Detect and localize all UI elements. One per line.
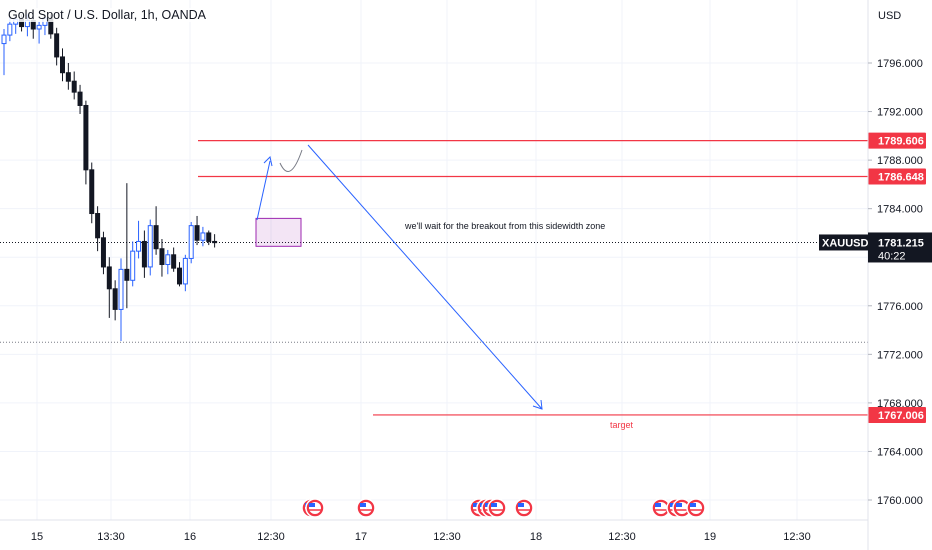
zone-box [256,218,301,246]
chart-title: Gold Spot / U.S. Dollar, 1h, OANDA [6,8,208,22]
event-flag-icon [306,499,324,517]
axis-tick-label: 1772.000 [877,349,923,361]
event-flag-icon [488,499,506,517]
xaxis-tick-label: 18 [530,531,542,543]
xaxis-tick-label: 12:30 [257,531,285,543]
axis-tick-label: 1764.000 [877,446,923,458]
level-lines: 1789.606 1786.648 1767.006 [198,133,926,423]
xaxis-tick-label: 13:30 [97,531,125,543]
candle-body [101,238,105,267]
xaxis-tick-label: 12:30 [608,531,636,543]
candle-body [55,34,59,57]
candle-body [137,241,141,251]
candle-body [72,81,76,92]
axis-currency: USD [878,10,901,22]
event-flag-canton [676,503,682,507]
candle-body [142,241,146,266]
candle-body [8,24,12,35]
trend-drawings[interactable] [257,145,542,409]
symbol-label: XAUUSD [822,237,869,249]
down-arrow-line [308,145,542,409]
price-axis[interactable]: USD1796.0001792.0001788.0001784.0001780.… [819,0,932,550]
candle-body [125,269,129,280]
candle-body [66,73,70,81]
axis-tick-label: 1796.000 [877,58,923,70]
candle-body [201,233,205,240]
candle-body [119,269,123,309]
candle-body [107,267,111,289]
event-flag-icon [687,499,705,517]
xaxis-tick-label: 12:30 [433,531,461,543]
candle-body [2,35,6,43]
xaxis-tick-label: 15 [31,531,43,543]
axis-tick-label: 1760.000 [877,495,923,507]
xaxis-tick-label: 17 [355,531,367,543]
countdown-label: 40:22 [878,250,906,262]
candle-body [166,255,170,265]
axis-tick-label: 1776.000 [877,301,923,313]
candle-body [78,92,82,105]
candle-body [113,289,117,310]
candle-body [84,105,88,169]
xaxis-tick-label: 12:30 [783,531,811,543]
candle-body [37,25,41,29]
candle-body [154,226,158,249]
event-flag-canton [309,503,315,507]
level-label: 1767.006 [878,410,924,422]
candle-body [213,241,217,242]
candle-body [160,249,164,265]
axis-tick-label: 1792.000 [877,107,923,119]
candle-body [172,255,176,268]
candle-body [96,214,100,238]
candle-body [189,226,193,259]
level-label: 1786.648 [878,172,924,184]
candle-body [148,226,152,267]
axis-tick-label: 1788.000 [877,155,923,167]
candle-body [178,268,182,284]
economic-events[interactable] [302,499,705,517]
candle-body [131,251,135,280]
event-flag-canton [690,503,696,507]
event-flag-icon [515,499,533,517]
pullback-curve [280,150,302,171]
time-axis[interactable]: 15 13:30 16 12:30 17 12:30 18 12:30 19 12:30 [0,520,868,543]
event-flag-icon [357,499,375,517]
candle-body [61,57,65,73]
annotation-target[interactable]: target [610,420,634,430]
event-flag-canton [491,503,497,507]
event-flag-canton [360,503,366,507]
xaxis-tick-label: 19 [704,531,716,543]
up-arrow-line [257,161,270,220]
axis-tick-label: 1784.000 [877,204,923,216]
current-price-label: 1781.215 [878,237,924,249]
event-flag-canton [518,503,524,507]
sideways-zone[interactable] [256,218,301,246]
candle-body [90,170,94,214]
candle-body [195,226,199,241]
axis-tick-label: 1768.000 [877,398,923,410]
level-label: 1789.606 [878,136,924,148]
annotation-note[interactable]: we'll wait for the breakout from this si… [404,221,605,231]
candle-body [183,258,187,283]
xaxis-tick-label: 16 [184,531,196,543]
candle-body [207,233,211,241]
event-flag-canton [655,503,661,507]
